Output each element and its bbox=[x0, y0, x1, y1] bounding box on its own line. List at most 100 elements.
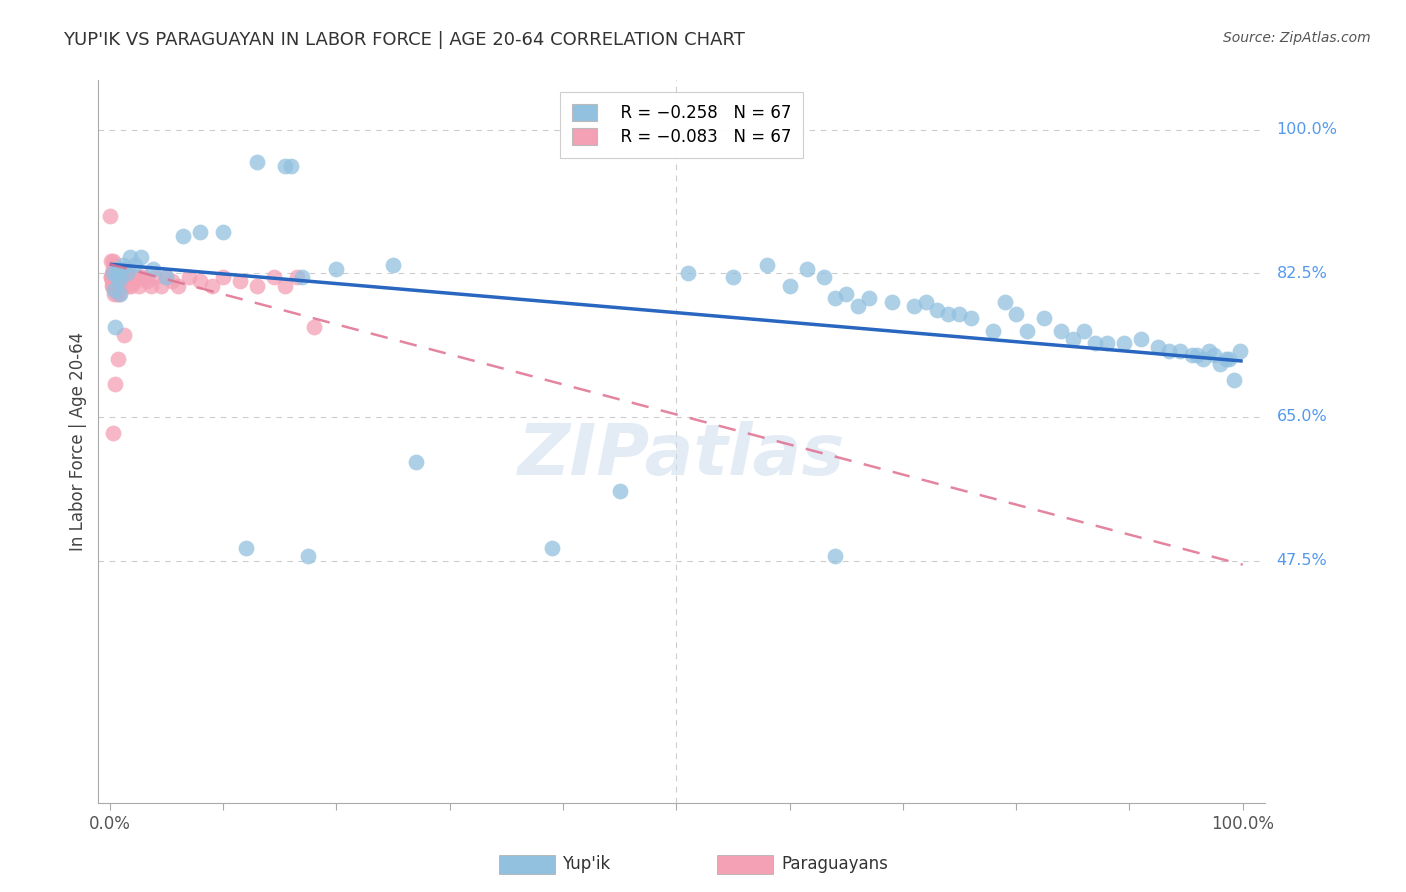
Point bbox=[98, 209, 121, 223]
Point bbox=[101, 253, 124, 268]
Point bbox=[114, 266, 136, 280]
Point bbox=[994, 295, 1017, 310]
Point bbox=[101, 426, 124, 441]
Point bbox=[229, 275, 252, 289]
Point bbox=[112, 270, 135, 285]
Point bbox=[107, 266, 129, 280]
Y-axis label: In Labor Force | Age 20-64: In Labor Force | Age 20-64 bbox=[69, 332, 87, 551]
Point bbox=[101, 278, 124, 293]
Point bbox=[100, 270, 122, 285]
Point bbox=[103, 286, 125, 301]
Point bbox=[212, 225, 235, 239]
Point bbox=[177, 270, 200, 285]
Text: 47.5%: 47.5% bbox=[1277, 553, 1327, 568]
Point bbox=[1095, 336, 1118, 351]
Point bbox=[235, 541, 257, 556]
Text: YUP'IK VS PARAGUAYAN IN LABOR FORCE | AGE 20-64 CORRELATION CHART: YUP'IK VS PARAGUAYAN IN LABOR FORCE | AG… bbox=[63, 31, 745, 49]
Point bbox=[1229, 344, 1251, 359]
Point bbox=[139, 278, 162, 293]
Point bbox=[101, 262, 124, 277]
Point bbox=[103, 258, 125, 272]
Point bbox=[103, 283, 125, 297]
Point bbox=[1204, 348, 1226, 362]
Point bbox=[107, 278, 129, 293]
Point bbox=[190, 275, 212, 289]
Point bbox=[274, 160, 297, 174]
Point bbox=[246, 278, 269, 293]
Point bbox=[105, 266, 128, 280]
Point bbox=[132, 270, 155, 285]
Point bbox=[105, 275, 128, 289]
Point bbox=[1062, 332, 1084, 346]
Point bbox=[779, 278, 801, 293]
Point bbox=[104, 270, 127, 285]
Point bbox=[676, 266, 699, 280]
Point bbox=[1198, 344, 1220, 359]
Point bbox=[755, 258, 778, 272]
Point bbox=[846, 299, 869, 313]
Point bbox=[107, 352, 129, 367]
Point bbox=[212, 270, 235, 285]
Point bbox=[609, 483, 631, 498]
Point bbox=[128, 278, 150, 293]
Point bbox=[302, 319, 325, 334]
Point bbox=[1084, 336, 1107, 351]
Point bbox=[540, 541, 562, 556]
Point bbox=[111, 266, 134, 280]
Point bbox=[925, 303, 948, 318]
Point bbox=[108, 278, 131, 293]
Point bbox=[111, 278, 134, 293]
Point bbox=[120, 270, 142, 285]
Point bbox=[101, 270, 124, 285]
Point bbox=[100, 270, 122, 285]
Point bbox=[1187, 348, 1209, 362]
Point bbox=[914, 295, 936, 310]
Point bbox=[120, 250, 142, 264]
Legend:   R = −0.258   N = 67,   R = −0.083   N = 67: R = −0.258 N = 67, R = −0.083 N = 67 bbox=[561, 92, 803, 158]
Point bbox=[125, 270, 148, 285]
Text: Paraguayans: Paraguayans bbox=[782, 855, 889, 873]
Point bbox=[824, 549, 846, 564]
Point bbox=[1129, 332, 1152, 346]
Point bbox=[903, 299, 925, 313]
Point bbox=[824, 291, 846, 305]
Text: 82.5%: 82.5% bbox=[1277, 266, 1327, 281]
Point bbox=[1209, 357, 1232, 371]
Point bbox=[246, 155, 269, 169]
Point bbox=[104, 319, 127, 334]
Point bbox=[104, 377, 127, 392]
Point bbox=[107, 262, 129, 277]
Point bbox=[115, 270, 138, 285]
Point bbox=[155, 270, 177, 285]
Point bbox=[835, 286, 858, 301]
Text: 65.0%: 65.0% bbox=[1277, 409, 1327, 425]
Point bbox=[1017, 324, 1039, 338]
Point bbox=[114, 327, 136, 342]
Point bbox=[101, 275, 124, 289]
Point bbox=[110, 262, 132, 277]
Point bbox=[1005, 307, 1028, 321]
Point bbox=[101, 266, 124, 280]
Point bbox=[121, 270, 143, 285]
Point bbox=[813, 270, 835, 285]
Point bbox=[190, 225, 212, 239]
Point bbox=[1033, 311, 1056, 326]
Point bbox=[155, 270, 177, 285]
Point bbox=[796, 262, 818, 277]
Point bbox=[1050, 324, 1073, 338]
Point bbox=[325, 262, 347, 277]
Point bbox=[103, 270, 125, 285]
Point bbox=[101, 278, 124, 293]
Text: 100.0%: 100.0% bbox=[1277, 122, 1337, 137]
Point bbox=[110, 278, 132, 293]
Text: Yup'ik: Yup'ik bbox=[562, 855, 610, 873]
Point bbox=[274, 278, 297, 293]
Text: Source: ZipAtlas.com: Source: ZipAtlas.com bbox=[1223, 31, 1371, 45]
Point bbox=[105, 286, 128, 301]
Point bbox=[118, 266, 141, 280]
Point bbox=[100, 253, 122, 268]
Point bbox=[936, 307, 959, 321]
Point bbox=[136, 275, 159, 289]
Point bbox=[263, 270, 285, 285]
Point bbox=[1146, 340, 1168, 354]
